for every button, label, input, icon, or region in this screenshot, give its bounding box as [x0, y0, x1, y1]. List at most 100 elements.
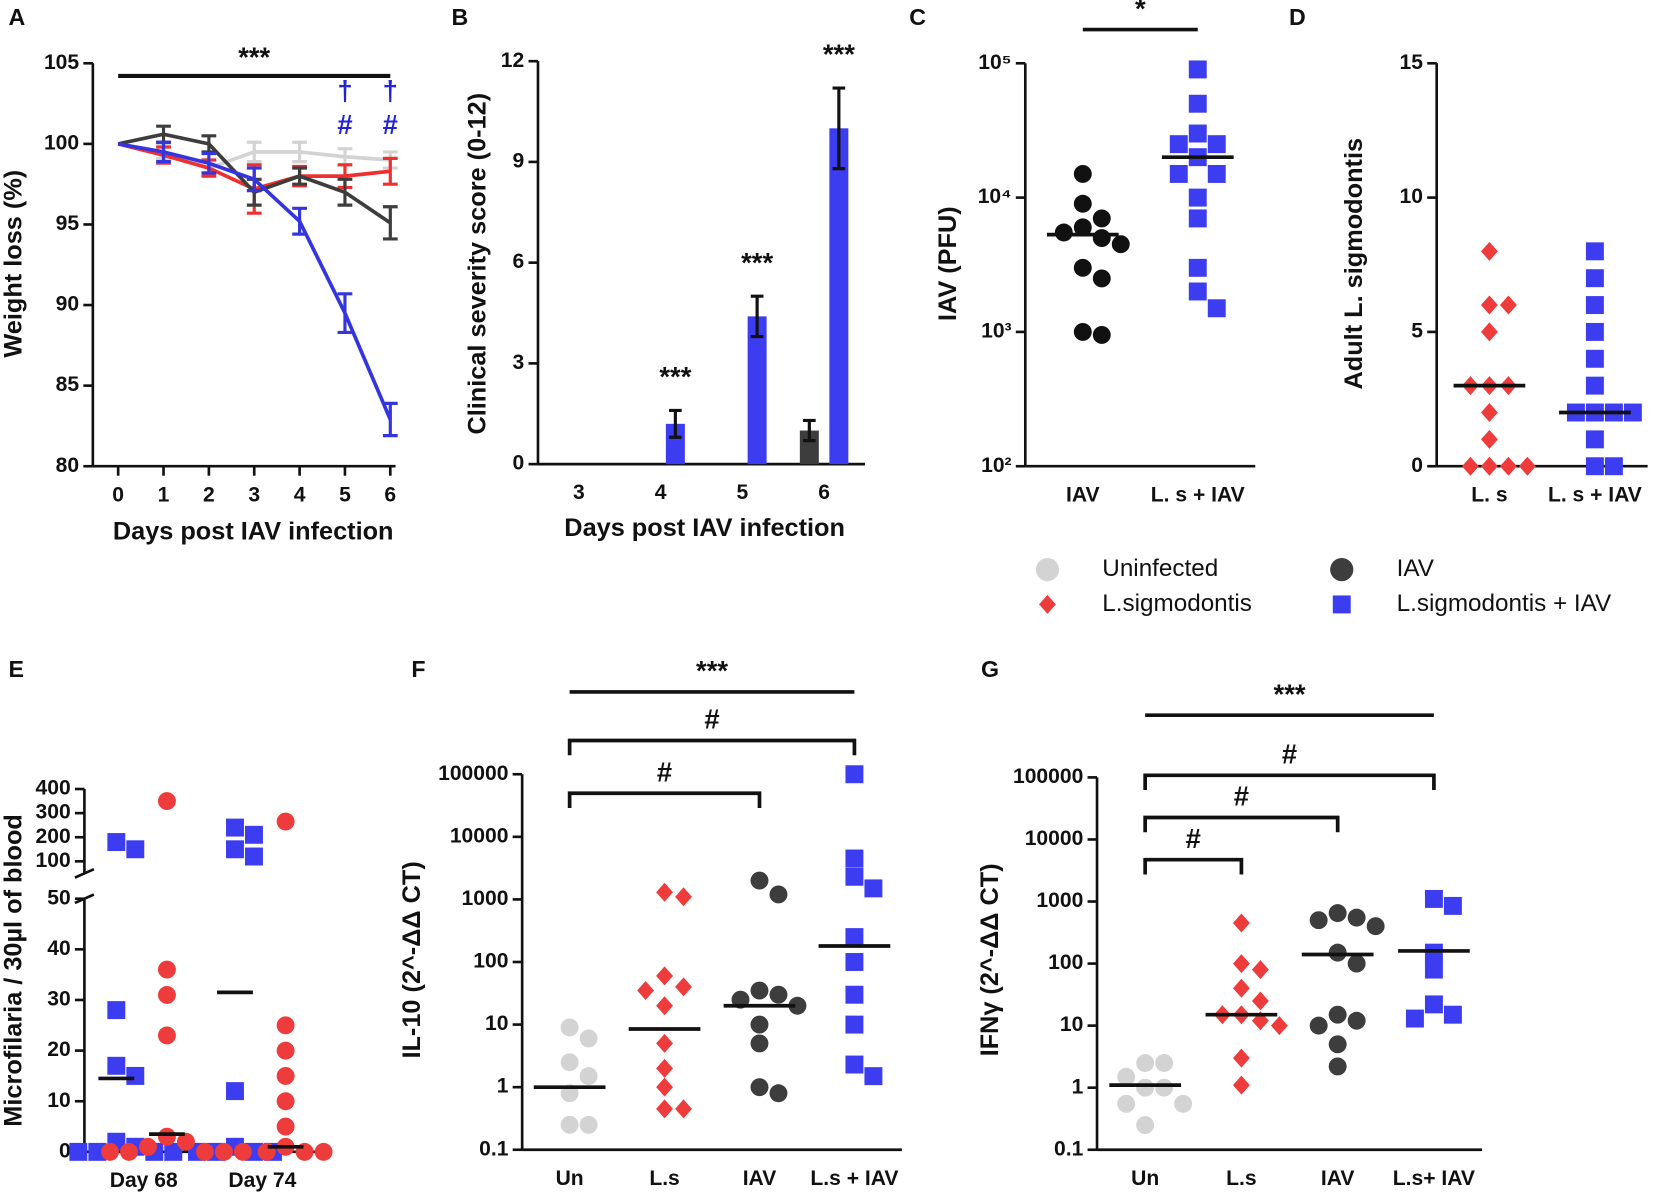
y-tick-label: 10000 [450, 824, 509, 847]
point [579, 1029, 598, 1048]
point [560, 1018, 579, 1037]
point [1347, 1011, 1366, 1030]
axis-break [74, 867, 95, 879]
panel-letter: G [981, 656, 999, 682]
legend-label: IAV [1397, 555, 1435, 582]
point [1309, 911, 1328, 930]
error-bar [382, 156, 398, 186]
point [1092, 269, 1111, 288]
point [176, 1132, 195, 1151]
error-bar [246, 140, 262, 164]
y-tick-label: 100 [1048, 951, 1083, 974]
y-tick-label: 0 [59, 1139, 71, 1162]
point [1251, 991, 1269, 1011]
point [214, 1142, 233, 1161]
error-bar [246, 166, 262, 193]
point [1585, 349, 1604, 368]
point [750, 871, 769, 890]
y-axis-label: Microfilaria / 30µl of blood [0, 814, 27, 1127]
error-bar [201, 151, 217, 175]
y-tick-label: 1000 [1036, 889, 1083, 912]
legend-label: L.sigmodontis [1102, 590, 1252, 617]
point [750, 1015, 769, 1034]
point [845, 765, 864, 784]
point [1424, 995, 1443, 1014]
y-tick-label: 10³ [981, 319, 1011, 342]
x-tick-label: 3 [248, 483, 260, 506]
point [276, 1016, 295, 1035]
point [164, 1142, 183, 1161]
x-tick-label: 6 [384, 483, 396, 506]
y-tick-label: 10 [1060, 1013, 1083, 1036]
point [845, 1055, 864, 1074]
point [1585, 322, 1604, 341]
point [1251, 960, 1269, 980]
point [560, 1053, 579, 1072]
error-bar [669, 408, 682, 439]
point [1328, 1035, 1347, 1054]
significance-bracket [567, 791, 762, 808]
point [1585, 296, 1604, 315]
error-bar [292, 166, 307, 186]
point [1480, 456, 1498, 476]
bar [799, 430, 819, 465]
point [1188, 282, 1207, 301]
point [1073, 322, 1092, 341]
point [276, 1092, 295, 1111]
x-tick-label: 0 [112, 483, 124, 506]
point [656, 1077, 673, 1097]
point [1480, 295, 1498, 315]
point [1136, 1054, 1155, 1072]
legend-marker [1332, 595, 1351, 614]
annotation: † [337, 75, 352, 106]
y-tick-label: 0.1 [479, 1137, 509, 1160]
error-bar [832, 86, 846, 171]
point [1424, 889, 1443, 908]
y-tick-label: 80 [56, 454, 79, 477]
x-tick-label: Un [1131, 1167, 1159, 1190]
point [1155, 1078, 1174, 1097]
point [1328, 1005, 1347, 1024]
annotation: # [1234, 781, 1249, 812]
x-axis-label: Days post IAV infection [564, 514, 845, 542]
y-tick-label: 9 [513, 149, 525, 172]
point [864, 1067, 883, 1086]
point [1480, 429, 1498, 449]
annotation: # [704, 704, 719, 735]
point [1174, 1094, 1193, 1113]
point [157, 1127, 176, 1146]
point [560, 1115, 579, 1134]
point [1232, 954, 1250, 974]
x-tick-label: 6 [818, 481, 830, 504]
error-bar [382, 205, 398, 241]
point [157, 960, 176, 979]
point [579, 1115, 598, 1134]
point [845, 953, 864, 971]
error-bar [337, 177, 353, 207]
y-tick-label: 100 [473, 950, 508, 973]
annotation: # [1282, 739, 1297, 770]
point [1232, 1048, 1250, 1068]
annotation: # [383, 109, 398, 140]
x-tick-label: 4 [294, 483, 306, 506]
point [1117, 1067, 1136, 1086]
point [120, 1142, 138, 1161]
point [1480, 241, 1498, 261]
significance-bracket [567, 738, 857, 756]
point [637, 981, 655, 1001]
legend-label: Uninfected [1102, 555, 1218, 582]
point [1328, 904, 1347, 923]
x-tick-label: L.s [1226, 1167, 1256, 1190]
point [1424, 960, 1443, 979]
point [788, 996, 807, 1015]
point [1136, 1078, 1155, 1097]
x-tick-label: L. s [1471, 483, 1507, 506]
annotation: * [1135, 0, 1146, 24]
point [1328, 943, 1347, 962]
point [1232, 978, 1250, 998]
annotation: *** [238, 41, 270, 72]
point [845, 1015, 864, 1034]
y-tick-label: 0.1 [1054, 1137, 1084, 1160]
point [314, 1142, 333, 1161]
